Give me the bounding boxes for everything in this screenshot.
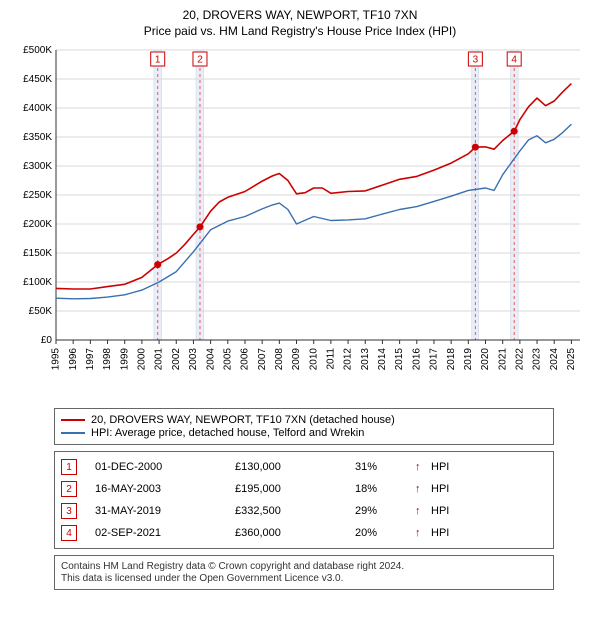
svg-text:2024: 2024 <box>549 348 560 371</box>
svg-text:£50K: £50K <box>29 306 53 317</box>
tx-hpi-label: HPI <box>431 461 471 473</box>
svg-text:2022: 2022 <box>515 348 526 371</box>
svg-text:£150K: £150K <box>23 248 52 259</box>
transactions-table: 101-DEC-2000£130,00031%↑HPI216-MAY-2003£… <box>54 451 554 549</box>
tx-pct: 31% <box>355 461 415 473</box>
up-arrow-icon: ↑ <box>415 505 431 517</box>
svg-text:2005: 2005 <box>222 348 233 371</box>
footer-line2: This data is licensed under the Open Gov… <box>61 573 547 584</box>
svg-text:£250K: £250K <box>23 190 52 201</box>
tx-price: £195,000 <box>235 483 355 495</box>
svg-text:£450K: £450K <box>23 74 52 85</box>
svg-text:1997: 1997 <box>85 348 96 371</box>
svg-text:2016: 2016 <box>411 348 422 371</box>
svg-text:£400K: £400K <box>23 103 52 114</box>
svg-text:2025: 2025 <box>566 348 577 371</box>
tx-date: 01-DEC-2000 <box>95 461 235 473</box>
svg-text:2023: 2023 <box>532 348 543 371</box>
svg-text:2012: 2012 <box>343 348 354 371</box>
table-row: 3 31-MAY-2019£332,50029%↑HPI <box>55 500 553 522</box>
svg-text:2002: 2002 <box>171 348 182 371</box>
up-arrow-icon: ↑ <box>415 483 431 495</box>
svg-text:2015: 2015 <box>394 348 405 371</box>
legend-item: HPI: Average price, detached house, Telf… <box>61 427 547 439</box>
footer-attribution: Contains HM Land Registry data © Crown c… <box>54 555 554 590</box>
svg-text:1999: 1999 <box>119 348 130 371</box>
legend-label: 20, DROVERS WAY, NEWPORT, TF10 7XN (deta… <box>91 414 395 426</box>
svg-text:2011: 2011 <box>326 348 337 370</box>
line-chart: £0 £50K £100K £150K £200K £250K £300K £350K £400… <box>8 42 592 402</box>
svg-text:2014: 2014 <box>377 348 388 371</box>
tx-hpi-label: HPI <box>431 483 471 495</box>
tx-date: 02-SEP-2021 <box>95 527 235 539</box>
footer-line1: Contains HM Land Registry data © Crown c… <box>61 561 547 572</box>
tx-price: £360,000 <box>235 527 355 539</box>
svg-text:4: 4 <box>511 55 517 66</box>
table-row: 2 16-MAY-2003£195,00018%↑HPI <box>55 478 553 500</box>
tx-date: 16-MAY-2003 <box>95 483 235 495</box>
svg-text:£100K: £100K <box>23 277 52 288</box>
svg-text:2: 2 <box>197 55 203 66</box>
tx-marker-box: 2 <box>61 481 77 497</box>
legend-swatch <box>61 432 85 434</box>
tx-marker-box: 4 <box>61 525 77 541</box>
tx-price: £332,500 <box>235 505 355 517</box>
svg-text:2003: 2003 <box>188 348 199 371</box>
svg-text:1995: 1995 <box>51 348 62 371</box>
svg-text:1: 1 <box>155 55 161 66</box>
svg-text:1998: 1998 <box>102 348 113 371</box>
svg-text:1996: 1996 <box>68 348 79 371</box>
table-row: 1 01-DEC-2000£130,00031%↑HPI <box>55 456 553 478</box>
svg-text:2006: 2006 <box>240 348 251 371</box>
title-sub: Price paid vs. HM Land Registry's House … <box>8 24 592 38</box>
tx-pct: 20% <box>355 527 415 539</box>
up-arrow-icon: ↑ <box>415 527 431 539</box>
up-arrow-icon: ↑ <box>415 461 431 473</box>
svg-text:2001: 2001 <box>154 348 165 371</box>
svg-text:£0: £0 <box>41 335 53 346</box>
svg-text:2004: 2004 <box>205 348 216 371</box>
table-row: 4 02-SEP-2021£360,00020%↑HPI <box>55 522 553 544</box>
legend-label: HPI: Average price, detached house, Telf… <box>91 427 364 439</box>
svg-text:2009: 2009 <box>291 348 302 371</box>
svg-text:3: 3 <box>473 55 479 66</box>
svg-text:2018: 2018 <box>446 348 457 371</box>
svg-text:£200K: £200K <box>23 219 52 230</box>
legend-item: 20, DROVERS WAY, NEWPORT, TF10 7XN (deta… <box>61 414 547 426</box>
tx-hpi-label: HPI <box>431 505 471 517</box>
tx-marker-box: 1 <box>61 459 77 475</box>
tx-pct: 29% <box>355 505 415 517</box>
svg-text:2021: 2021 <box>497 348 508 371</box>
page-root: 20, DROVERS WAY, NEWPORT, TF10 7XN Price… <box>0 0 600 620</box>
svg-text:£350K: £350K <box>23 132 52 143</box>
svg-text:2020: 2020 <box>480 348 491 371</box>
chart-titles: 20, DROVERS WAY, NEWPORT, TF10 7XN Price… <box>8 6 592 42</box>
tx-date: 31-MAY-2019 <box>95 505 235 517</box>
svg-text:2007: 2007 <box>257 348 268 371</box>
svg-text:2000: 2000 <box>137 348 148 371</box>
svg-text:2019: 2019 <box>463 348 474 371</box>
chart-area: £0 £50K £100K £150K £200K £250K £300K £350K £400… <box>8 42 592 402</box>
tx-hpi-label: HPI <box>431 527 471 539</box>
legend: 20, DROVERS WAY, NEWPORT, TF10 7XN (deta… <box>54 408 554 445</box>
svg-text:2013: 2013 <box>360 348 371 371</box>
svg-text:2010: 2010 <box>308 348 319 371</box>
title-address: 20, DROVERS WAY, NEWPORT, TF10 7XN <box>8 8 592 22</box>
tx-pct: 18% <box>355 483 415 495</box>
legend-swatch <box>61 419 85 421</box>
tx-marker-box: 3 <box>61 503 77 519</box>
tx-price: £130,000 <box>235 461 355 473</box>
svg-text:2017: 2017 <box>429 348 440 371</box>
svg-text:£500K: £500K <box>23 45 52 56</box>
svg-text:£300K: £300K <box>23 161 52 172</box>
svg-text:2008: 2008 <box>274 348 285 371</box>
